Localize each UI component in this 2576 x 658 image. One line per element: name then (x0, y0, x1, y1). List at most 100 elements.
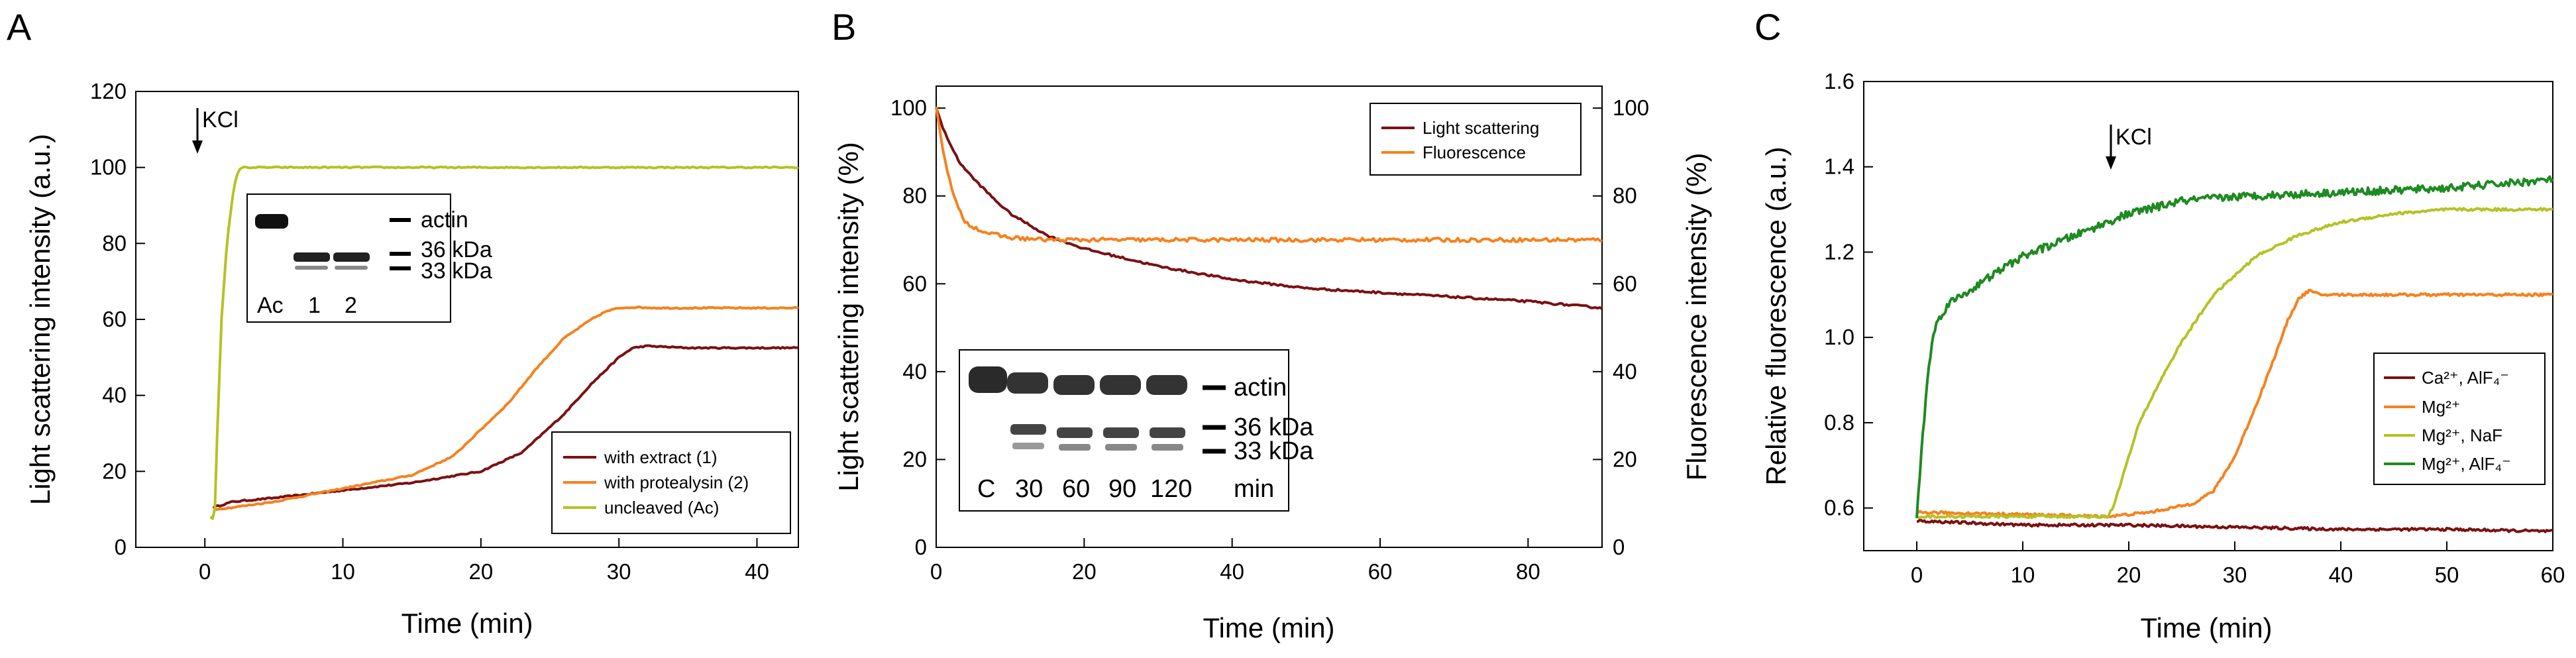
panel-b-series (935, 106, 1603, 310)
gel-lane-label: 120 (1150, 475, 1192, 503)
y-tick-label: 100 (890, 95, 927, 120)
panel-c-y-ticks: 0.6 0.8 1.0 1.2 1.4 1.6 (1824, 69, 1873, 520)
legend-label-mg: Mg²⁺ (2422, 397, 2461, 417)
panel-c-x-ticks: 0 10 20 30 40 50 60 (1911, 541, 2565, 587)
gel-band-actin (1053, 375, 1095, 395)
y-tick-label: 40 (902, 359, 927, 384)
y-tick-label: 0.6 (1824, 496, 1854, 520)
gel-lane-label: C (977, 475, 995, 503)
x-tick-label: 20 (2117, 563, 2141, 587)
legend-label-fluorescence: Fluorescence (1422, 142, 1526, 162)
panel-a-y-ticks: 0 20 40 60 80 100 120 (90, 79, 145, 559)
right-y-tick-label: 100 (1613, 95, 1649, 120)
panel-b-legend: Light scattering Fluorescence (1369, 103, 1582, 176)
panel-a-legend: with extract (1) with protealysin (2) un… (551, 431, 791, 534)
panel-c: C 0.6 0.8 1.0 1.2 1.4 1.6 0 10 20 30 40 50 60 Time … (1754, 6, 2565, 643)
x-tick-label: 20 (1072, 559, 1097, 584)
gel-label-36kda: 36 kDa (1234, 413, 1314, 441)
panel-b-y-ticks-right: 0 20 40 60 80 100 (1593, 95, 1649, 559)
gel-lane-label: 2 (345, 293, 357, 318)
x-tick-label: 60 (2541, 563, 2565, 587)
x-tick-label: 40 (1220, 559, 1244, 584)
legend-label-uncleaved: uncleaved (Ac) (604, 498, 719, 518)
series-line-mg (1915, 288, 2553, 520)
panel-b-letter: B (832, 6, 856, 48)
x-tick-label: 0 (199, 559, 211, 584)
gel-band-33kda (1152, 444, 1183, 451)
y-tick-label: 1.4 (1824, 154, 1854, 179)
gel-label-actin: actin (1234, 374, 1287, 402)
gel-label-36kda: 36 kDa (421, 237, 492, 262)
panel-c-x-axis-label: Time (min) (2140, 612, 2272, 643)
gel-band-33kda (1059, 444, 1091, 451)
x-tick-label: 60 (1368, 559, 1393, 584)
panel-a-y-axis-label: Light scattering intensity (a.u.) (25, 134, 56, 505)
x-tick-label: 10 (2011, 563, 2035, 587)
panel-a-kcl-annotation: KCl (192, 107, 239, 154)
panel-b-x-ticks: 0 20 40 60 80 (930, 538, 1540, 584)
x-tick-label: 0 (1911, 563, 1923, 587)
gel-band-36kda (294, 252, 330, 262)
panel-b-legend-frame (1369, 103, 1582, 176)
y-tick-label: 80 (902, 184, 927, 208)
gel-band-36kda (1057, 427, 1093, 438)
gel-band-33kda (1012, 443, 1044, 449)
panel-b: B 0 20 40 60 80 100 0 20 40 60 80 100 0 20 40 60 80 Ti… (832, 6, 1712, 643)
y-tick-label: 40 (102, 383, 127, 408)
y-tick-label: 1.2 (1824, 239, 1854, 264)
y-tick-label: 0.8 (1824, 410, 1854, 435)
panel-a-letter: A (7, 6, 32, 48)
x-tick-label: 30 (2223, 563, 2247, 587)
gel-band-36kda (333, 252, 370, 262)
panel-c-plot-frame (1863, 81, 2553, 551)
y-tick-label: 0 (915, 535, 927, 559)
gel-label-actin: actin (421, 207, 468, 233)
gel-band-actin (255, 214, 288, 229)
gel-band-33kda (295, 266, 328, 270)
x-tick-label: 40 (745, 559, 769, 584)
gel-band-36kda (1150, 427, 1185, 438)
y-tick-label: 60 (902, 271, 927, 296)
gel-band-36kda (1010, 424, 1046, 435)
y-tick-label: 80 (102, 231, 127, 255)
x-tick-label: 80 (1516, 559, 1540, 584)
x-tick-label: 0 (930, 559, 942, 584)
gel-band-36kda (1103, 427, 1139, 438)
y-tick-label: 1.6 (1824, 69, 1854, 93)
y-tick-label: 100 (90, 155, 127, 180)
gel-lane-label: Ac (257, 293, 284, 318)
panel-a-x-axis-label: Time (min) (401, 608, 533, 639)
right-y-tick-label: 20 (1613, 447, 1637, 471)
x-tick-label: 40 (2329, 563, 2353, 587)
series-line-light-scattering (935, 107, 1603, 310)
gel-band-actin (1100, 375, 1141, 395)
y-tick-label: 20 (902, 447, 927, 471)
x-tick-label: 30 (607, 559, 631, 584)
y-tick-label: 1.0 (1824, 325, 1854, 349)
series-line-protealysin (213, 305, 799, 511)
gel-band-actin (969, 366, 1007, 393)
panel-a: A 0 20 40 60 80 100 120 0 10 20 30 40 Time (min) L… (7, 6, 799, 639)
legend-label-ca-alf4: Ca²⁺, AlF₄⁻ (2422, 368, 2509, 388)
gel-band-33kda (1105, 444, 1137, 451)
right-y-tick-label: 40 (1613, 359, 1637, 384)
legend-label-light-scattering: Light scattering (1422, 118, 1539, 138)
legend-label-mg-alf4: Mg²⁺, AlF₄⁻ (2422, 454, 2511, 474)
panel-a-gel-inset: actin 36 kDa 33 kDa Ac 1 2 (246, 193, 492, 323)
gel-lane-label: 90 (1108, 475, 1136, 503)
gel-label-33kda: 33 kDa (1234, 437, 1314, 465)
series-line-fluorescence (935, 106, 1603, 243)
x-tick-label: 50 (2435, 563, 2459, 587)
legend-label-mg-naf: Mg²⁺, NaF (2422, 425, 2502, 445)
panel-b-x-axis-label: Time (min) (1203, 612, 1334, 643)
panel-a-series (209, 165, 799, 520)
panel-b-y-axis-label: Light scattering intensity (%) (833, 142, 864, 492)
gel-band-33kda (335, 266, 368, 270)
panel-b-right-y-axis-label: Fluorescence intensity (%) (1681, 153, 1712, 481)
right-y-tick-label: 60 (1613, 271, 1637, 296)
gel-lane-label: 60 (1062, 475, 1090, 503)
y-tick-label: 60 (102, 307, 127, 331)
gel-lane-label: min (1234, 475, 1274, 503)
x-tick-label: 20 (468, 559, 493, 584)
